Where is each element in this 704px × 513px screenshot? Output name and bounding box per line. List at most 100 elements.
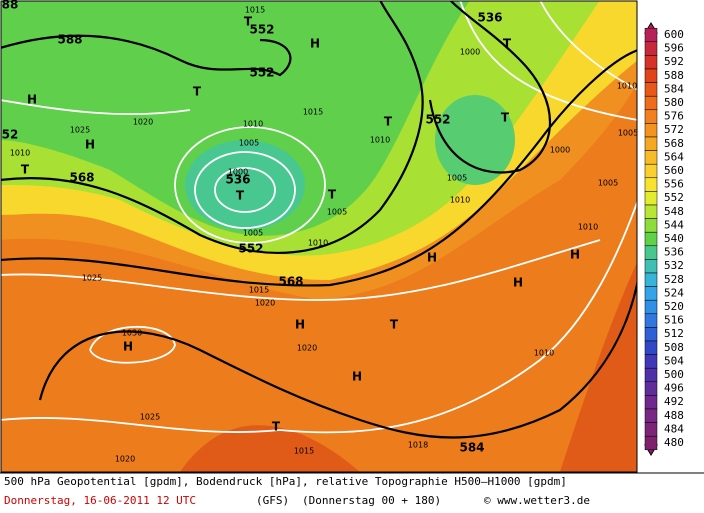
contour-label: 1015 bbox=[303, 108, 323, 117]
legend-label: 600 bbox=[664, 28, 684, 41]
legend-label: 504 bbox=[664, 354, 684, 367]
pressure-center: T bbox=[501, 111, 510, 125]
map-area bbox=[1, 1, 637, 472]
contour-label: 568 bbox=[69, 171, 94, 185]
legend-swatch bbox=[644, 27, 658, 43]
legend-swatch bbox=[644, 150, 658, 165]
contour-label: 552 bbox=[249, 23, 274, 37]
legend-label: 536 bbox=[664, 246, 684, 259]
pressure-center: H bbox=[570, 248, 580, 262]
contour-label: 1025 bbox=[140, 413, 160, 422]
pressure-center: H bbox=[513, 276, 523, 290]
contour-label: 584 bbox=[459, 441, 484, 455]
contour-label: 1015 bbox=[294, 447, 314, 456]
pressure-center: T bbox=[272, 420, 281, 434]
contour-label: 552 bbox=[238, 242, 263, 256]
legend-label: 500 bbox=[664, 368, 684, 381]
contour-label: 1010 bbox=[370, 136, 390, 145]
contour-label: 88 bbox=[2, 0, 19, 12]
legend-swatch bbox=[644, 435, 658, 451]
contour-label: 1010 bbox=[578, 223, 598, 232]
contour-label: 1018 bbox=[408, 441, 428, 450]
contour-label: 1000 bbox=[228, 168, 248, 177]
footer-run: (Donnerstag 00 + 180) bbox=[302, 494, 441, 507]
color-legend: 6005965925885845805765725685645605565525… bbox=[644, 22, 684, 456]
pressure-center: H bbox=[27, 93, 37, 107]
footer-model: (GFS) bbox=[256, 494, 289, 507]
contour-label: 1025 bbox=[82, 274, 102, 283]
legend-swatch bbox=[644, 136, 658, 151]
pressure-center: T bbox=[244, 15, 253, 29]
contour-label: 536 bbox=[477, 11, 502, 25]
contour-label: 1005 bbox=[598, 179, 618, 188]
contour-label: 1020 bbox=[133, 118, 153, 127]
contour-label: 1010 bbox=[308, 239, 328, 248]
legend-label: 512 bbox=[664, 327, 684, 340]
low-east bbox=[435, 95, 515, 185]
legend-label: 484 bbox=[664, 422, 684, 435]
legend-swatch bbox=[644, 95, 658, 111]
legend-swatch bbox=[644, 163, 658, 179]
pressure-center: H bbox=[310, 37, 320, 51]
contour-label: 1010 bbox=[10, 149, 30, 158]
legend-swatch bbox=[644, 340, 658, 355]
contour-label: 1010 bbox=[534, 349, 554, 358]
warm-band bbox=[1, 82, 637, 472]
contour-label: 1000 bbox=[550, 146, 570, 155]
geopotential-lines bbox=[1, 1, 637, 439]
contour-label: 1005 bbox=[618, 129, 638, 138]
contour-label: 1005 bbox=[327, 208, 347, 217]
legend-label: 592 bbox=[664, 55, 684, 68]
contour-label: 52 bbox=[2, 128, 19, 142]
contour-label: 1015 bbox=[245, 6, 265, 15]
contour-label: 1010 bbox=[450, 196, 470, 205]
contour-label: 1025 bbox=[70, 126, 90, 135]
legend-swatch bbox=[644, 354, 658, 369]
pressure-center: T bbox=[193, 85, 202, 99]
contour-label: 1005 bbox=[447, 174, 467, 183]
footer-credit: © www.wetter3.de bbox=[484, 494, 590, 507]
contour-label: 1005 bbox=[243, 229, 263, 238]
footer-date: Donnerstag, 16-06-2011 12 UTC bbox=[4, 494, 196, 507]
pressure-center: H bbox=[352, 370, 362, 384]
contour-label: 588 bbox=[57, 33, 82, 47]
contour-label: 1020 bbox=[255, 299, 275, 308]
legend-label: 524 bbox=[664, 286, 684, 299]
footer-title: 500 hPa Geopotential [gpdm], Bodendruck … bbox=[4, 475, 567, 488]
legend-label: 480 bbox=[664, 436, 684, 449]
legend-swatch bbox=[644, 381, 658, 396]
legend-label: 488 bbox=[664, 409, 684, 422]
pressure-center: T bbox=[21, 163, 30, 177]
contour-label: 552 bbox=[249, 66, 274, 80]
legend-label: 528 bbox=[664, 273, 684, 286]
isobars bbox=[1, 1, 637, 434]
contour-label: 1000 bbox=[460, 48, 480, 57]
legend-swatch bbox=[644, 272, 658, 287]
legend-label: 588 bbox=[664, 69, 684, 82]
legend-label: 584 bbox=[664, 82, 684, 95]
green-core bbox=[1, 1, 470, 236]
legend-label: 576 bbox=[664, 110, 684, 123]
pressure-center: H bbox=[123, 340, 133, 354]
legend-swatch bbox=[644, 259, 658, 274]
legend-label: 520 bbox=[664, 300, 684, 313]
legend-swatch bbox=[644, 408, 658, 423]
contour-label: 1020 bbox=[297, 344, 317, 353]
legend-label: 564 bbox=[664, 150, 684, 163]
legend-swatch bbox=[644, 299, 658, 315]
legend-swatch bbox=[644, 231, 658, 247]
contour-label: 1015 bbox=[249, 286, 269, 295]
contour-label: 1005 bbox=[239, 139, 259, 148]
legend-swatch bbox=[644, 41, 658, 56]
legend-label: 532 bbox=[664, 259, 684, 272]
pressure-center: T bbox=[390, 318, 399, 332]
legend-swatch bbox=[644, 123, 658, 138]
pressure-center: T bbox=[236, 189, 245, 203]
pressure-center: H bbox=[295, 318, 305, 332]
pressure-center: H bbox=[85, 138, 95, 152]
low-core bbox=[185, 140, 305, 230]
legend-label: 544 bbox=[664, 218, 684, 231]
legend-swatch bbox=[644, 191, 658, 206]
